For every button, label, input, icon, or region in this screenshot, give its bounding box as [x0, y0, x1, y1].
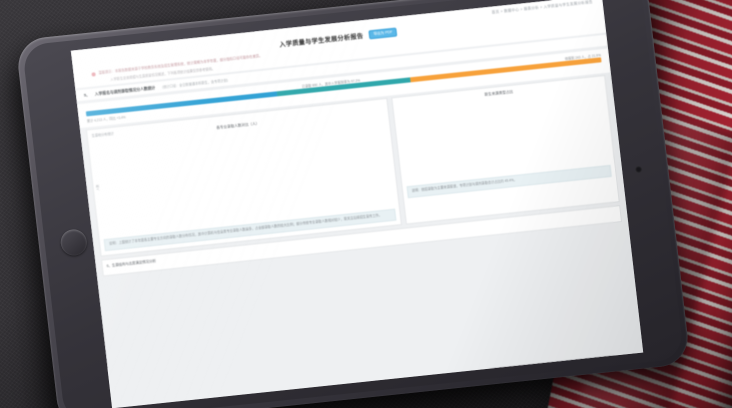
dashboard-page: 首页 > 数据中心 > 报表分析 > 入学质量与学生发展分析报告 入学质量与学生…	[70, 0, 644, 408]
section-note: （统计口径：全日制普通本科新生，含专项计划）	[159, 78, 231, 90]
section-text: 入学报名与调剂录取情况分人数统计	[94, 85, 156, 97]
tablet-screen[interactable]: 首页 > 数据中心 > 报表分析 > 入学质量与学生发展分析报告 入学质量与学生…	[70, 0, 644, 408]
donut-main[interactable]	[460, 94, 544, 177]
donut-chart-panel: 新生来源类型占比 说明：统招录取为主要来源渠道，专项计划与调剂录取合计占比约 4…	[390, 74, 620, 225]
donut-hole	[490, 125, 513, 147]
warning-icon	[91, 72, 96, 77]
export-pdf-button[interactable]: 导出为 PDF	[368, 27, 398, 40]
tablet-device: 首页 > 数据中心 > 报表分析 > 入学质量与学生发展分析报告 入学质量与学生…	[15, 0, 691, 408]
bar-y-axis-label: 人数	[95, 184, 100, 191]
section-index: 5、	[83, 92, 91, 98]
